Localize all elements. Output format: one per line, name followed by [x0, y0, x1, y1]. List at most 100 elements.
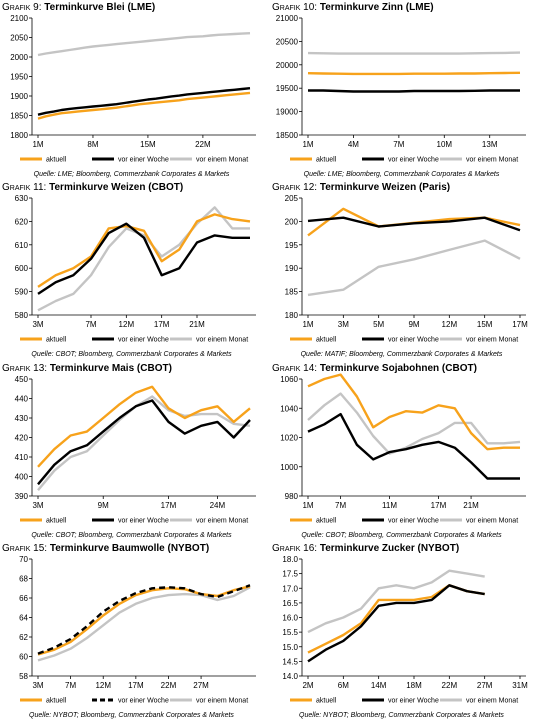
- y-tick-label: 70: [19, 555, 28, 564]
- y-tick-label: 18.0: [282, 555, 298, 564]
- x-tick-label: 22M: [195, 140, 211, 149]
- legend-label: vor einem Monat: [466, 518, 518, 525]
- chart-source: Quelle: LME; Bloomberg, Commerzbank Corp…: [33, 171, 230, 178]
- series-line-vor-einer-woche: [307, 216, 521, 232]
- chart-title: Grafik 11: Terminkurve Weizen (CBOT): [2, 182, 183, 193]
- y-tick-label: 62: [19, 633, 28, 642]
- legend-label: vor einer Woche: [388, 337, 439, 344]
- y-tick-label: 450: [15, 375, 29, 384]
- chart-plot: 580 590 600 610 620 630 3M 7M 12M 17M 21M aktuell vo…: [0, 192, 263, 350]
- chart-svg: 980 1000 1020 1040 1060 1M 7M 11M 17M 21M aktuell v…: [280, 373, 526, 525]
- y-tick-label: 14.0: [282, 672, 298, 681]
- chart-source: Quelle: LME; Bloomberg, Commerzbank Corp…: [303, 171, 500, 178]
- chart-svg: 18500 19000 19500 20000 20500 21000 1M 4M 7M 10M 1…: [276, 14, 526, 164]
- series-line-aktuell: [37, 213, 251, 288]
- x-tick-label: 7M: [65, 681, 76, 690]
- y-tick-label: 190: [285, 264, 299, 273]
- chart-title-text: Terminkurve Mais (CBOT): [49, 363, 172, 374]
- chart-panel: Grafik 10: Terminkurve Zinn (LME) 18500 19…: [270, 2, 533, 181]
- x-tick-label: 3M: [32, 501, 43, 510]
- chart-title: Grafik 13: Terminkurve Mais (CBOT): [2, 363, 172, 374]
- chart-source: Quelle: NYBOT; Bloomberg, Commerzbank Co…: [29, 712, 234, 719]
- x-tick-label: 7M: [85, 320, 96, 329]
- legend-label: vor einer Woche: [388, 518, 439, 525]
- legend-label: vor einer Woche: [118, 698, 169, 705]
- y-tick-label: 620: [15, 217, 29, 226]
- chart-source: Quelle: CBOT; Bloomberg, Commerzbank Cor…: [31, 532, 232, 539]
- y-tick-label: 2050: [10, 34, 28, 43]
- legend-label: vor einem Monat: [196, 698, 248, 705]
- legend-label: vor einem Monat: [466, 337, 518, 344]
- chart-title-text: Terminkurve Blei (LME): [44, 2, 156, 13]
- legend-label: aktuell: [46, 337, 67, 344]
- series-line-aktuell: [37, 91, 251, 120]
- y-tick-label: 1060: [280, 375, 298, 384]
- y-tick-label: 64: [19, 614, 28, 623]
- series-line-aktuell: [307, 71, 521, 76]
- y-tick-label: 19000: [276, 108, 299, 117]
- chart-plot: 980 1000 1020 1040 1060 1M 7M 11M 17M 21M aktuell v…: [270, 373, 533, 531]
- series-line-vor-einer-woche: [37, 399, 251, 486]
- chart-number: Grafik 12:: [272, 182, 318, 193]
- y-tick-label: 17.5: [282, 570, 298, 579]
- chart-panel: Grafik 15: Terminkurve Baumwolle (NYBOT)…: [0, 543, 263, 722]
- series-line-vor-einem-monat: [307, 392, 521, 455]
- chart-title-text: Terminkurve Zinn (LME): [319, 2, 434, 13]
- series-line-vor-einer-woche: [37, 584, 251, 655]
- y-tick-label: 21000: [276, 14, 299, 23]
- y-tick-label: 66: [19, 594, 28, 603]
- x-tick-label: 18M: [406, 681, 422, 690]
- y-tick-label: 200: [285, 217, 299, 226]
- x-tick-label: 1M: [302, 320, 313, 329]
- chart-svg: 580 590 600 610 620 630 3M 7M 12M 17M 21M aktuell vo…: [15, 194, 256, 344]
- series-line-vor-einem-monat: [307, 239, 521, 297]
- y-tick-label: 420: [15, 434, 29, 443]
- y-tick-label: 440: [15, 395, 29, 404]
- series-line-vor-einem-monat: [307, 569, 485, 634]
- legend-label: vor einem Monat: [196, 157, 248, 164]
- x-tick-label: 7M: [393, 140, 404, 149]
- series-line-vor-einer-woche: [307, 412, 520, 480]
- y-tick-label: 16.5: [282, 599, 298, 608]
- x-tick-label: 21M: [463, 501, 479, 510]
- legend-label: vor einer Woche: [388, 698, 439, 705]
- y-tick-label: 205: [285, 194, 299, 203]
- y-tick-label: 16.0: [282, 614, 298, 623]
- x-tick-label: 4M: [348, 140, 359, 149]
- legend-label: vor einem Monat: [196, 518, 248, 525]
- x-tick-label: 1M: [302, 501, 313, 510]
- y-tick-label: 980: [285, 492, 299, 501]
- chart-plot: 1800 1850 1900 1950 2000 2050 2100 1M 8M 15M 22M ak…: [0, 12, 263, 170]
- y-tick-label: 20500: [276, 37, 299, 46]
- series-line-aktuell: [307, 373, 520, 451]
- chart-title-text: Terminkurve Baumwolle (NYBOT): [49, 543, 210, 554]
- chart-svg: 1801851901952002051M3M5M9M12M15M17M21Mak…: [285, 194, 528, 344]
- y-tick-label: 590: [15, 288, 29, 297]
- x-tick-label: 12M: [119, 320, 135, 329]
- legend-label: aktuell: [316, 157, 337, 164]
- legend-label: aktuell: [316, 337, 337, 344]
- legend-label: vor einem Monat: [196, 337, 248, 344]
- y-tick-label: 580: [15, 311, 29, 320]
- chart-panel: Grafik 14: Terminkurve Sojabohnen (CBOT)…: [270, 363, 533, 542]
- x-tick-label: 9M: [408, 320, 419, 329]
- y-tick-label: 390: [15, 492, 29, 501]
- chart-source: Quelle: NYBOT; Bloomberg, Commerzbank Co…: [299, 712, 504, 719]
- x-tick-label: 7M: [335, 501, 346, 510]
- chart-panel: Grafik 12: Terminkurve Weizen (Paris) 180…: [270, 182, 533, 361]
- legend-label: vor einem Monat: [466, 157, 518, 164]
- y-tick-label: 1900: [10, 92, 28, 101]
- series-line-vor-einem-monat: [307, 51, 521, 55]
- x-tick-label: 15M: [140, 140, 156, 149]
- y-tick-label: 1040: [280, 404, 298, 413]
- series-line-vor-einem-monat: [37, 395, 251, 491]
- chart-plot: 14.0 14.5 15.0 15.5 16.0 16.5 17.0 17.5 18.0 2M 6M…: [270, 553, 533, 711]
- x-tick-label: 17M: [128, 681, 144, 690]
- y-tick-label: 430: [15, 414, 29, 423]
- series-line-vor-einem-monat: [37, 206, 250, 312]
- x-tick-label: 22M: [442, 681, 458, 690]
- chart-plot: 1801851901952002051M3M5M9M12M15M17M21Mak…: [270, 192, 533, 350]
- y-tick-label: 20000: [276, 61, 299, 70]
- series-line-vor-einem-monat: [37, 586, 251, 662]
- series-line-aktuell: [37, 385, 251, 468]
